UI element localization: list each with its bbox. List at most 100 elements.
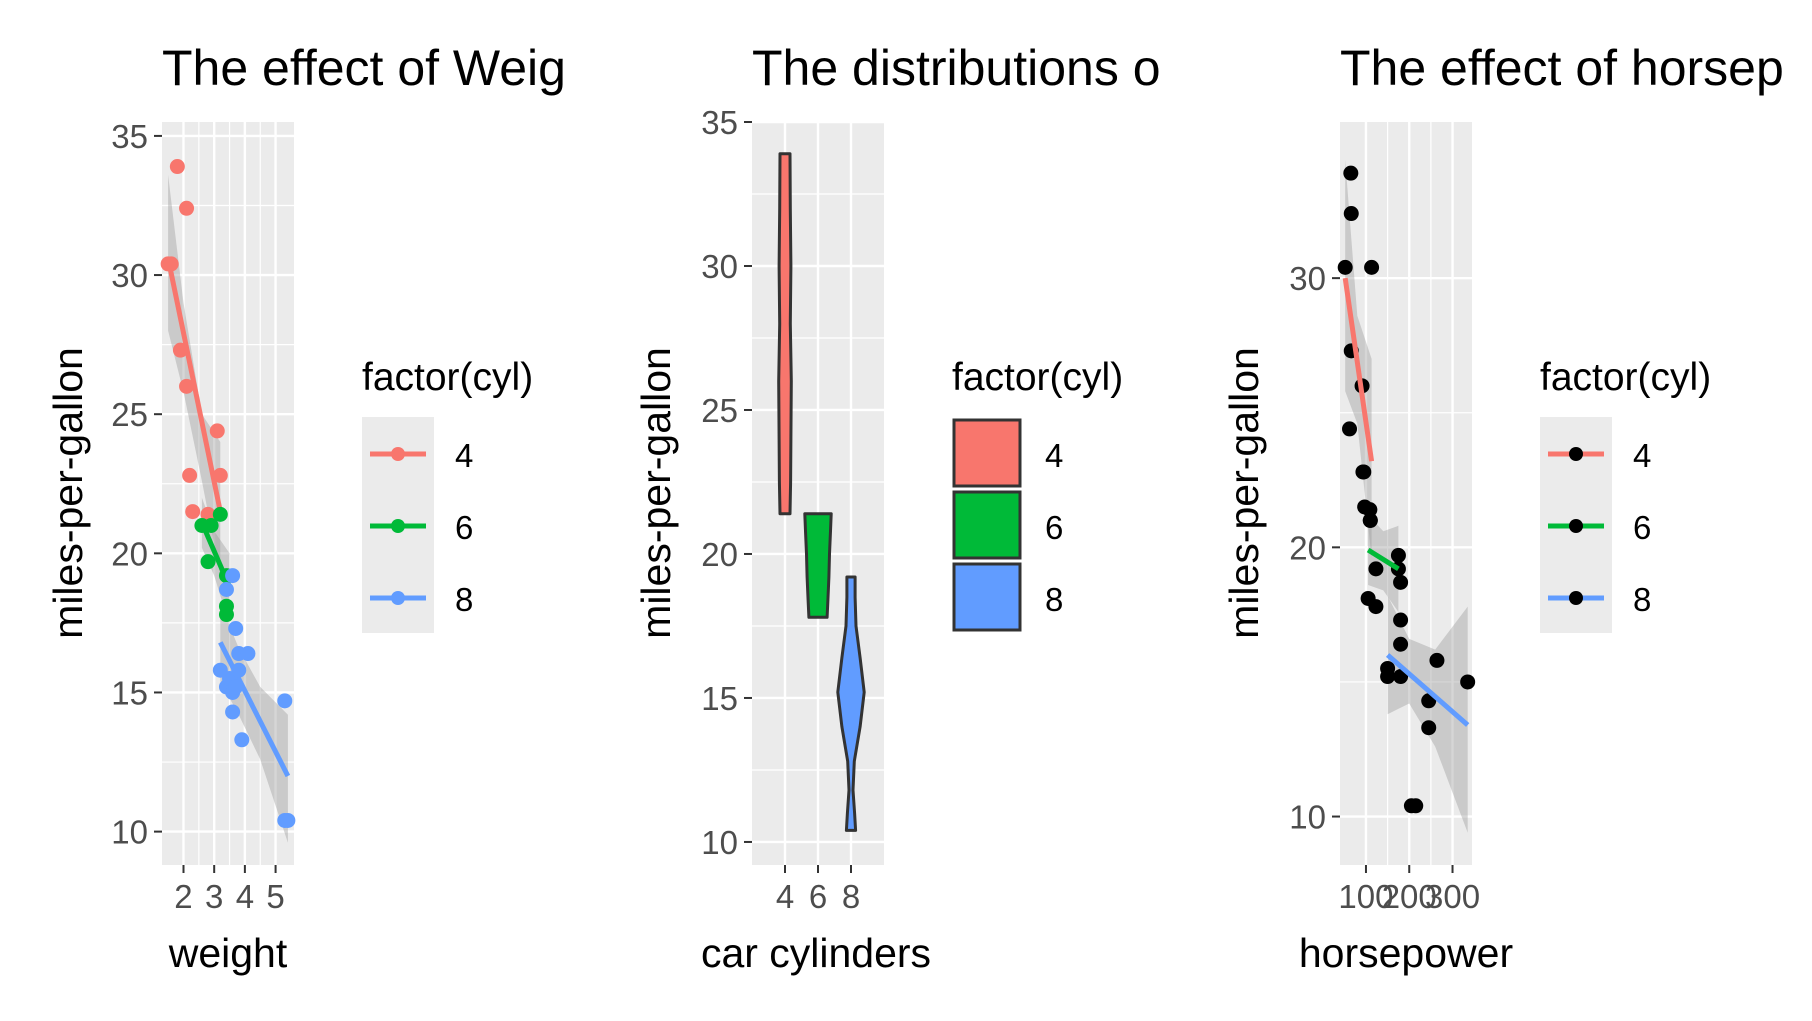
legend-key-point xyxy=(1569,447,1583,461)
y-tick-label: 30 xyxy=(1289,260,1326,297)
legend-key-fill xyxy=(952,418,1022,488)
x-tick-label: 4 xyxy=(776,878,794,915)
x-axis-title: horsepower xyxy=(1299,930,1513,976)
axes: 10 15 20 25 30 35 2 3 4 5 xyxy=(111,118,284,915)
legend-key-fill xyxy=(952,490,1022,560)
fit-line-6 xyxy=(1366,547,1400,571)
legend-label-8: 8 xyxy=(1633,581,1651,618)
legend-key-point xyxy=(1569,591,1583,605)
data-point-6 xyxy=(203,518,219,534)
violin-8 xyxy=(836,575,866,832)
data-point xyxy=(1343,165,1359,181)
legend-label-4: 4 xyxy=(1045,437,1063,474)
data-point xyxy=(1393,574,1409,590)
data-point-4 xyxy=(169,159,185,175)
legend-label-8: 8 xyxy=(1045,581,1063,618)
data-point-8 xyxy=(225,704,241,720)
axes: 10 15 20 25 30 35 4 6 8 xyxy=(701,104,860,915)
y-axis-title: miles-per-gallon xyxy=(633,347,679,639)
gridlines xyxy=(162,122,294,865)
y-tick-label: 10 xyxy=(111,814,148,851)
y-tick-label: 25 xyxy=(701,392,738,429)
data-point xyxy=(1362,512,1378,528)
x-tick-label: 8 xyxy=(842,878,860,915)
x-tick-label: 5 xyxy=(266,878,284,915)
x-tick-label: 300 xyxy=(1425,878,1480,915)
legend-key-point xyxy=(391,591,405,605)
data-point-8 xyxy=(225,568,241,584)
confidence-band-6 xyxy=(1368,515,1399,612)
data-point-4 xyxy=(185,504,201,520)
y-axis-title: miles-per-gallon xyxy=(1221,347,1267,639)
data-point xyxy=(1362,502,1378,518)
legend-label-8: 8 xyxy=(455,581,473,618)
data-point-8 xyxy=(231,662,247,678)
gridlines xyxy=(1340,122,1472,865)
x-tick-label: 100 xyxy=(1338,878,1393,915)
data-point-4 xyxy=(172,342,188,358)
y-tick-label: 35 xyxy=(701,104,738,141)
chart-title: The distributions o xyxy=(752,40,1161,96)
data-point xyxy=(1408,798,1424,814)
data-point xyxy=(1390,547,1406,563)
x-axis-title: weight xyxy=(168,930,288,976)
data-point-8 xyxy=(218,582,234,598)
data-point xyxy=(1429,652,1445,668)
legend-key-point xyxy=(1569,519,1583,533)
y-tick-label: 15 xyxy=(701,680,738,717)
legend-label-6: 6 xyxy=(455,509,473,546)
legend: factor(cyl) 4 6 8 xyxy=(1540,356,1711,633)
data-point xyxy=(1421,720,1437,736)
data-point xyxy=(1342,421,1358,437)
y-tick-label: 15 xyxy=(111,674,148,711)
fit-line-8 xyxy=(1385,653,1470,727)
data-point xyxy=(1356,464,1372,480)
y-tick-label: 25 xyxy=(111,396,148,433)
fit-lines xyxy=(1342,277,1470,727)
data-point-8 xyxy=(228,679,244,695)
x-tick-label: 4 xyxy=(236,878,254,915)
data-point-4 xyxy=(182,467,198,483)
x-tick-label: 200 xyxy=(1382,878,1437,915)
legend-key-fill xyxy=(952,562,1022,632)
data-point-4 xyxy=(179,200,195,216)
data-point xyxy=(1337,259,1353,275)
legend-title: factor(cyl) xyxy=(952,356,1123,399)
data-point xyxy=(1368,561,1384,577)
data-point xyxy=(1393,636,1409,652)
y-tick-label: 20 xyxy=(1289,529,1326,566)
data-points xyxy=(160,159,296,828)
data-point xyxy=(1380,669,1396,685)
violins xyxy=(777,152,866,832)
data-point xyxy=(1364,259,1380,275)
fit-line-4 xyxy=(165,257,223,513)
data-point-4 xyxy=(212,467,228,483)
data-point-8 xyxy=(212,662,228,678)
x-axis-title: car cylinders xyxy=(701,930,931,976)
x-tick-label: 3 xyxy=(205,878,223,915)
violin-4 xyxy=(777,152,793,516)
legend-title: factor(cyl) xyxy=(1540,356,1711,399)
confidence-band-8 xyxy=(1387,595,1468,833)
data-point-6 xyxy=(212,506,228,522)
data-point-8 xyxy=(277,693,293,709)
y-tick-label: 10 xyxy=(1289,799,1326,836)
plot-background xyxy=(1340,122,1472,865)
legend-label-6: 6 xyxy=(1633,509,1651,546)
legend: factor(cyl) 4 6 8 xyxy=(362,356,533,633)
data-point xyxy=(1393,612,1409,628)
y-tick-label: 20 xyxy=(701,536,738,573)
x-tick-label: 2 xyxy=(174,878,192,915)
data-point xyxy=(1343,206,1359,222)
y-axis-title: miles-per-gallon xyxy=(45,347,91,639)
data-point-8 xyxy=(234,732,250,748)
legend-label-6: 6 xyxy=(1045,509,1063,546)
legend: factor(cyl) 4 6 8 xyxy=(952,356,1123,632)
legend-label-4: 4 xyxy=(455,437,473,474)
fit-line-4 xyxy=(1342,277,1375,462)
data-point-6 xyxy=(200,554,216,570)
